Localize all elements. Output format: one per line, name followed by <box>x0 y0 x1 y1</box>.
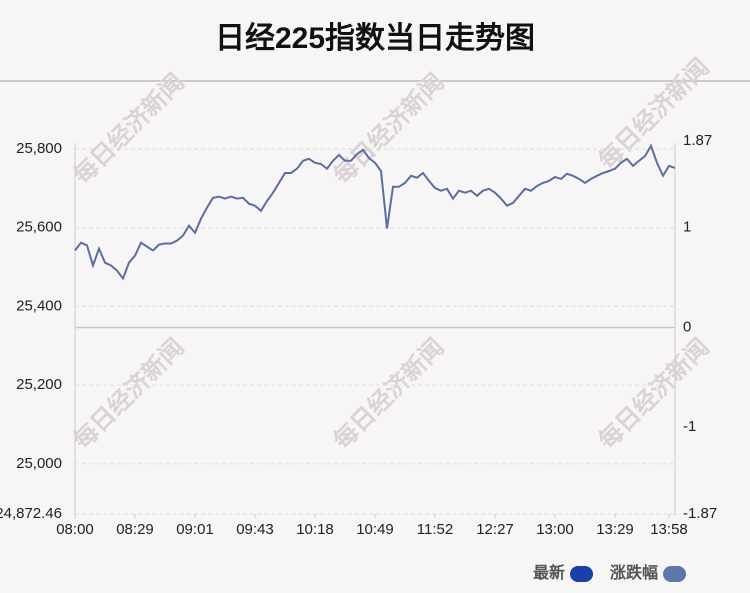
price-line <box>74 143 676 281</box>
y2-tick-label: 1 <box>683 219 691 236</box>
y-tick-label: 24,872.46 <box>0 505 62 522</box>
legend-swatch <box>570 566 594 582</box>
y-tick-label: 25,000 <box>16 455 62 472</box>
x-tick-label: 11:52 <box>417 521 453 538</box>
y2-tick-label: -1.87 <box>683 505 717 522</box>
y2-tick-label: 1.87 <box>683 132 712 149</box>
legend-label: 涨跌幅 <box>610 563 658 582</box>
y2-tick-label: 0 <box>683 318 691 335</box>
x-tick-label: 09:43 <box>236 521 274 538</box>
x-tick-label: 08:00 <box>56 521 94 538</box>
legend-swatch <box>663 566 687 582</box>
y-tick-label: 25,600 <box>16 219 62 236</box>
x-tick-label: 10:18 <box>296 521 334 538</box>
y-tick-label: 25,400 <box>16 297 62 314</box>
legend-label: 最新 <box>533 563 565 582</box>
y-tick-label: 25,800 <box>16 140 62 157</box>
chart-title: 日经225指数当日走势图 <box>215 21 535 55</box>
x-tick-label: 12:27 <box>476 521 514 538</box>
x-tick-label: 13:00 <box>536 521 574 538</box>
x-tick-label: 13:29 <box>596 521 634 538</box>
x-tick-label: 10:49 <box>356 521 394 538</box>
y-tick-label: 25,200 <box>16 376 62 393</box>
y2-tick-label: -1 <box>683 418 696 435</box>
x-tick-label: 09:01 <box>176 521 214 538</box>
x-tick-label: 08:29 <box>116 521 154 538</box>
x-tick-label: 13:58 <box>650 521 688 538</box>
